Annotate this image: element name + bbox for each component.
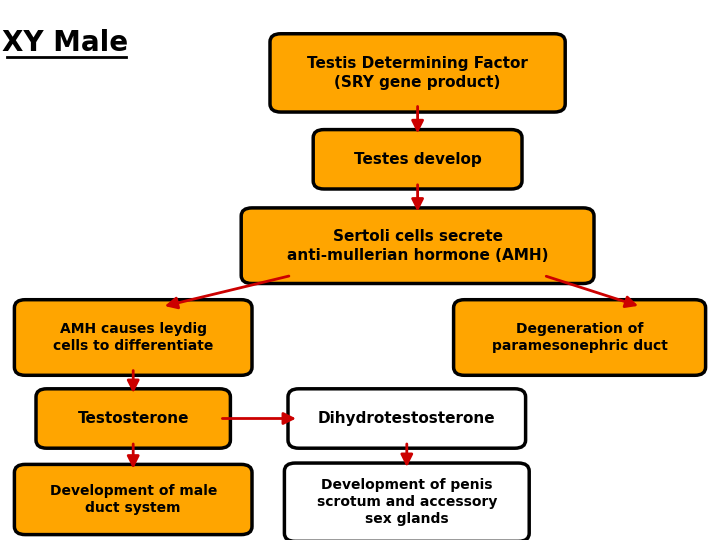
Text: Development of male
duct system: Development of male duct system [50, 484, 217, 515]
Text: Testosterone: Testosterone [78, 411, 189, 426]
FancyBboxPatch shape [270, 33, 565, 112]
FancyBboxPatch shape [313, 130, 522, 189]
Text: Dihydrotestosterone: Dihydrotestosterone [318, 411, 495, 426]
FancyBboxPatch shape [284, 463, 529, 540]
FancyBboxPatch shape [454, 300, 706, 375]
Text: Development of penis
scrotum and accessory
sex glands: Development of penis scrotum and accesso… [317, 478, 497, 526]
Text: AMH causes leydig
cells to differentiate: AMH causes leydig cells to differentiate [53, 322, 213, 353]
FancyBboxPatch shape [241, 208, 594, 284]
Text: XY Male: XY Male [1, 29, 128, 57]
FancyBboxPatch shape [14, 464, 252, 535]
Text: Degeneration of
paramesonephric duct: Degeneration of paramesonephric duct [492, 322, 667, 353]
Text: Testes develop: Testes develop [354, 152, 482, 167]
FancyBboxPatch shape [14, 300, 252, 375]
FancyBboxPatch shape [36, 389, 230, 448]
FancyBboxPatch shape [288, 389, 526, 448]
Text: Testis Determining Factor
(SRY gene product): Testis Determining Factor (SRY gene prod… [307, 56, 528, 90]
Text: Sertoli cells secrete
anti-mullerian hormone (AMH): Sertoli cells secrete anti-mullerian hor… [287, 229, 549, 262]
